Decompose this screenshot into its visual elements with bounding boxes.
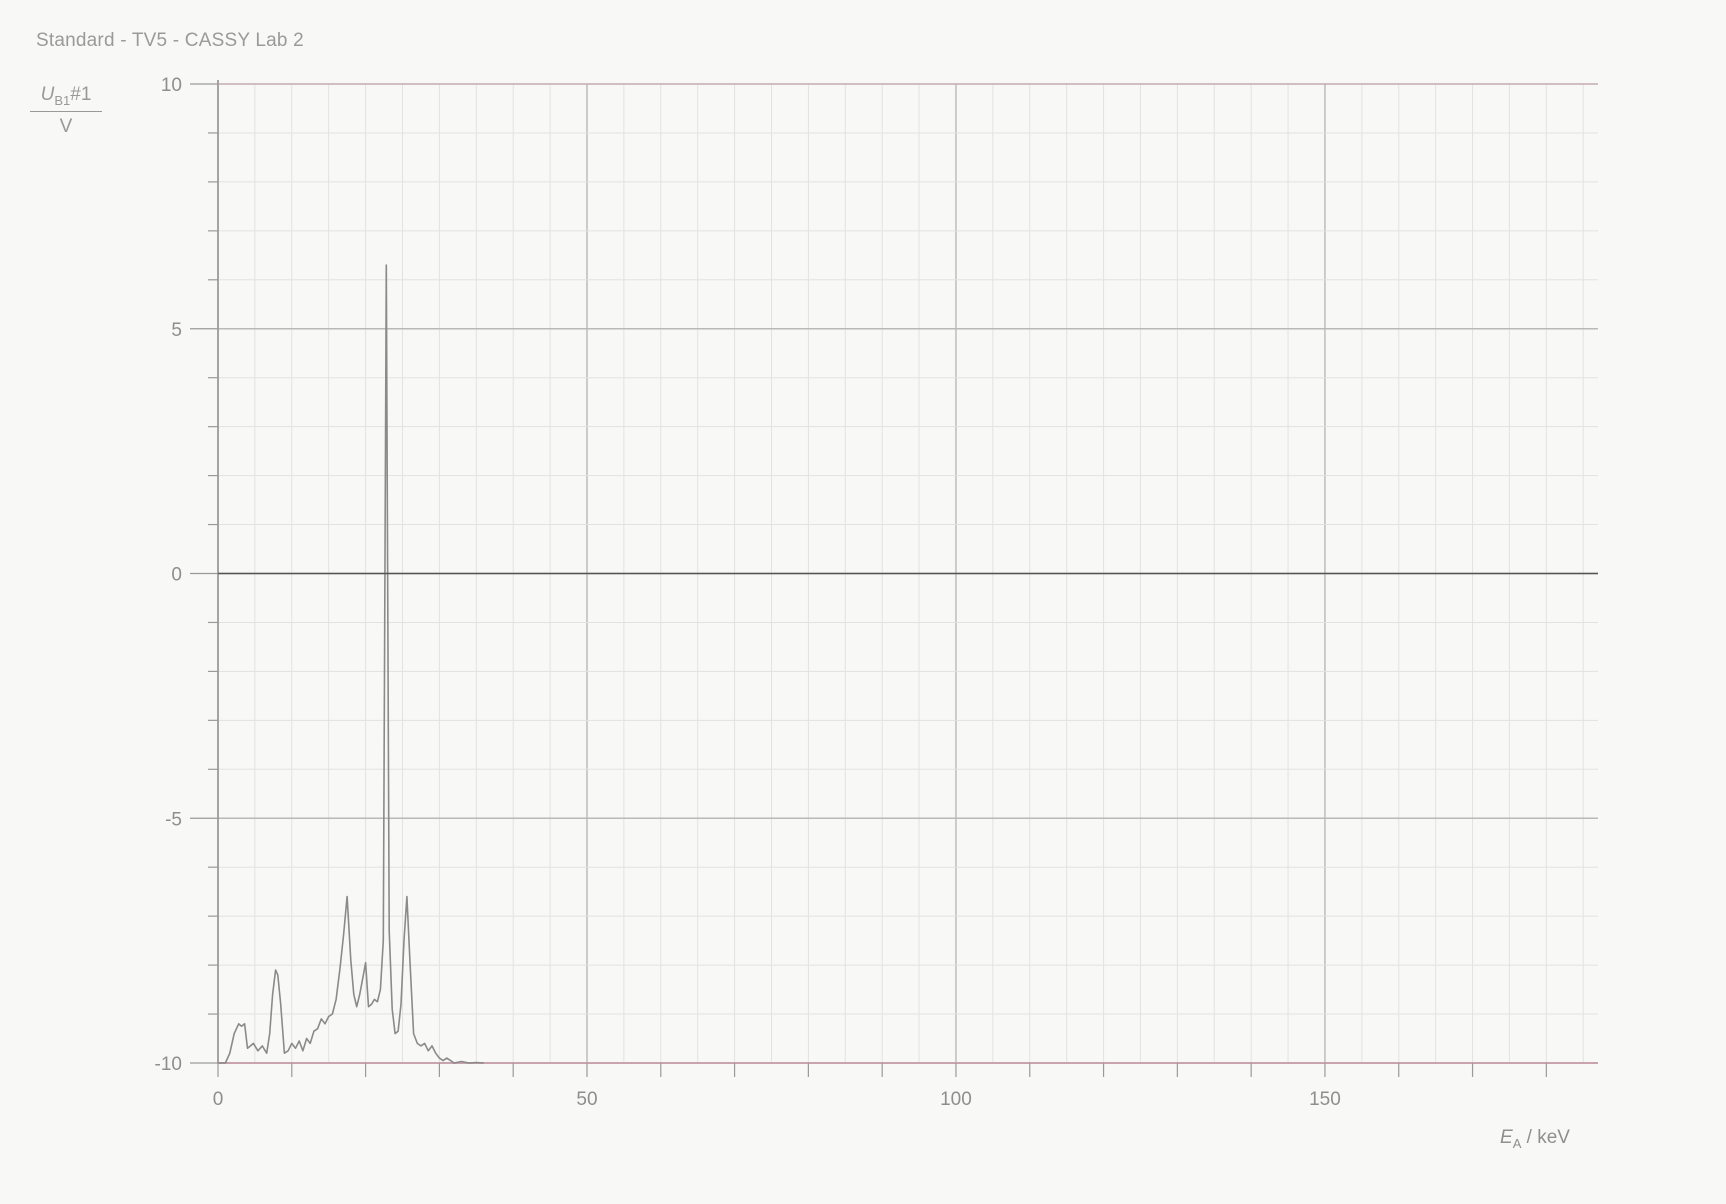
y-tick-label: 5: [171, 320, 182, 341]
x-tick-label: 0: [213, 1089, 224, 1110]
y-axis-symbol: U: [40, 84, 55, 105]
x-tick-label: 50: [576, 1089, 597, 1110]
y-tick-label: -10: [155, 1054, 182, 1075]
x-axis-unit: keV: [1537, 1127, 1570, 1148]
y-axis-suffix: #1: [70, 84, 92, 105]
y-tick-label: 10: [161, 75, 182, 96]
x-tick-label: 150: [1309, 1089, 1341, 1110]
chart-axes: [190, 80, 1598, 1077]
y-axis-unit: V: [59, 115, 73, 137]
y-axis-label: UB1#1 V: [30, 84, 102, 138]
x-axis-label: EA / keV: [1500, 1127, 1570, 1151]
y-tick-label: 0: [171, 565, 182, 586]
x-axis-symbol: E: [1500, 1127, 1513, 1148]
y-tick-label: -5: [165, 809, 182, 830]
spectrum-trace: [218, 264, 484, 1064]
x-axis-subscript: A: [1512, 1135, 1522, 1151]
chart-series: [218, 264, 1598, 1064]
y-axis-subscript: B1: [54, 92, 71, 108]
page-title: Standard - TV5 - CASSY Lab 2: [36, 30, 304, 51]
x-tick-label: 100: [940, 1089, 972, 1110]
chart-grid: [218, 83, 1598, 1063]
